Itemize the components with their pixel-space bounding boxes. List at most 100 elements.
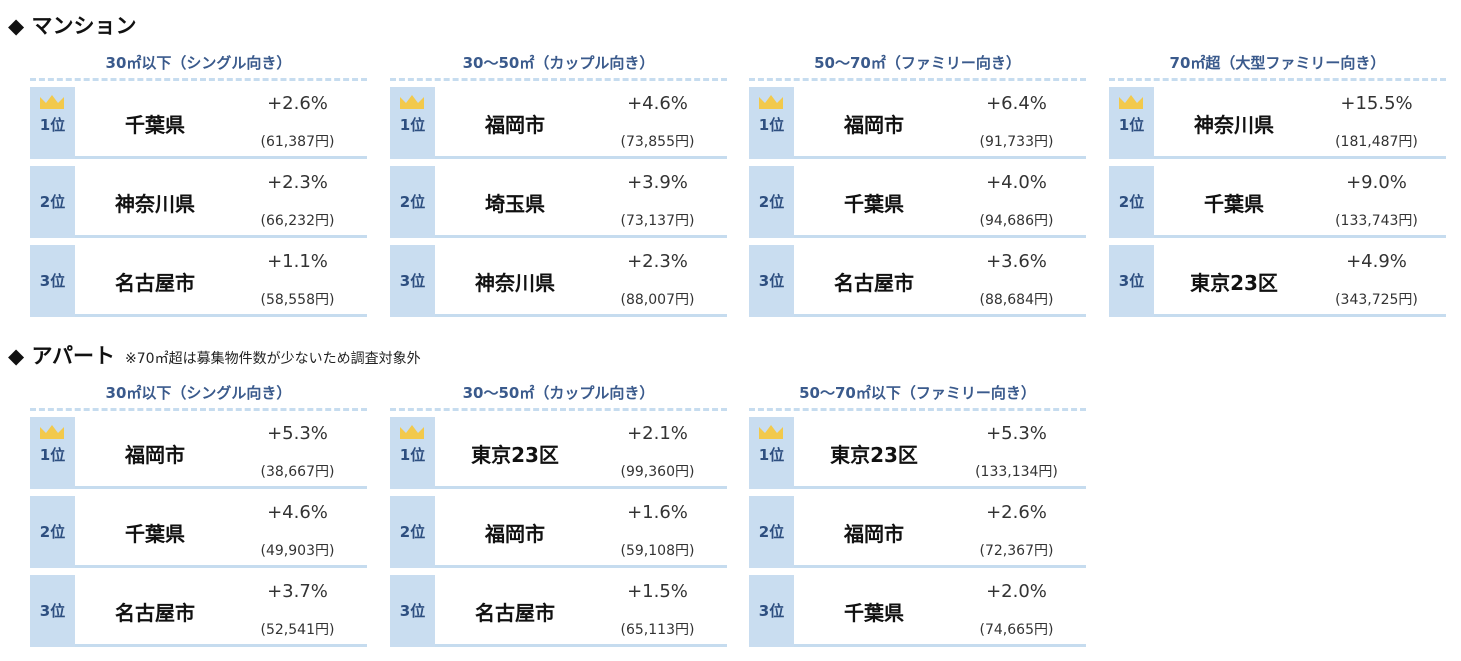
rank-cell: 1位 (30, 87, 75, 159)
city-name: 千葉県 (125, 113, 185, 137)
ranking-row: 2位 千葉県 +9.0% (133,743円) (1109, 166, 1446, 238)
rank-label: 2位 (758, 193, 785, 211)
row-underline (435, 486, 727, 489)
city-name: 神奈川県 (475, 271, 555, 295)
ranking-row: 1位 東京23区 +2.1% (99,360円) (390, 417, 727, 489)
rent-price: (73,855円) (620, 134, 695, 150)
rank-cell: 3位 (30, 575, 75, 647)
rank-label: 1位 (39, 116, 66, 134)
group-header: 30〜50㎡（カップル向き） (462, 54, 655, 72)
rent-price: (94,686円) (979, 213, 1054, 229)
rank-label: 2位 (758, 523, 785, 541)
crown-icon (39, 94, 65, 114)
rent-change-percent: +4.0% (986, 172, 1047, 193)
rank-label: 2位 (1118, 193, 1145, 211)
rank-label: 3位 (758, 602, 785, 620)
ranking-row: 3位 名古屋市 +3.7% (52,541円) (30, 575, 367, 647)
rent-price: (181,487円) (1335, 134, 1418, 150)
row-underline (794, 644, 1086, 647)
rent-change-percent: +3.6% (986, 251, 1047, 272)
ranking-row: 2位 神奈川県 +2.3% (66,232円) (30, 166, 367, 238)
header-divider (30, 408, 367, 411)
group-header: 30㎡以下（シングル向き） (105, 384, 292, 402)
city-name: 千葉県 (844, 192, 904, 216)
city-name: 福岡市 (844, 113, 904, 137)
rank-label: 3位 (39, 272, 66, 290)
ranking-row: 3位 千葉県 +2.0% (74,665円) (749, 575, 1086, 647)
rent-price: (88,684円) (979, 292, 1054, 308)
rent-change-percent: +4.6% (627, 93, 688, 114)
rent-price: (65,113円) (620, 622, 695, 638)
rank-label: 3位 (399, 272, 426, 290)
city-name: 神奈川県 (1194, 113, 1274, 137)
rank-cell: 2位 (1109, 166, 1154, 238)
rent-change-percent: +1.6% (627, 502, 688, 523)
city-name: 東京23区 (1190, 271, 1278, 295)
section-title-text: ◆ アパート (8, 344, 116, 368)
group-mansion-single: 30㎡以下（シングル向き） 1位 千葉県 +2.6% (61,387円) 2位 神奈川県 +2… (30, 50, 367, 324)
group-apartment-single: 30㎡以下（シングル向き） 1位 福岡市 +5.3% (38,667円) 2位 千葉県 +4.… (30, 380, 367, 654)
rent-price: (99,360円) (620, 464, 695, 480)
section-title-apartment: ◆ アパート ※70㎡超は募集物件数が少ないため調査対象外 (8, 340, 421, 370)
group-apartment-family: 50〜70㎡以下（ファミリー向き） 1位 東京23区 +5.3% (133,134円) 2… (749, 380, 1086, 654)
rank-label: 3位 (39, 602, 66, 620)
rent-change-percent: +5.3% (986, 423, 1047, 444)
crown-icon (40, 95, 64, 109)
crown-icon (399, 94, 425, 114)
ranking-row: 3位 神奈川県 +2.3% (88,007円) (390, 245, 727, 317)
rank-label: 3位 (399, 602, 426, 620)
row-underline (435, 235, 727, 238)
rank-label: 2位 (39, 523, 66, 541)
row-underline (1154, 156, 1446, 159)
section-title-text: ◆ マンション (8, 14, 137, 38)
row-underline (794, 486, 1086, 489)
rent-price: (66,232円) (260, 213, 335, 229)
crown-icon (400, 425, 424, 439)
header-divider (749, 408, 1086, 411)
rank-cell: 1位 (749, 417, 794, 489)
rank-label: 1位 (399, 116, 426, 134)
rent-change-percent: +2.1% (627, 423, 688, 444)
city-name: 千葉県 (1204, 192, 1264, 216)
rank-label: 1位 (399, 446, 426, 464)
rent-change-percent: +4.9% (1346, 251, 1407, 272)
crown-icon (1118, 94, 1144, 114)
rank-label: 3位 (758, 272, 785, 290)
rent-price: (59,108円) (620, 543, 695, 559)
rent-price: (61,387円) (260, 134, 335, 150)
rent-change-percent: +6.4% (986, 93, 1047, 114)
rank-cell: 2位 (749, 166, 794, 238)
ranking-row: 3位 名古屋市 +1.5% (65,113円) (390, 575, 727, 647)
city-name: 福岡市 (485, 522, 545, 546)
ranking-row: 3位 名古屋市 +3.6% (88,684円) (749, 245, 1086, 317)
city-name: 東京23区 (830, 443, 918, 467)
ranking-row: 1位 千葉県 +2.6% (61,387円) (30, 87, 367, 159)
ranking-row: 2位 千葉県 +4.6% (49,903円) (30, 496, 367, 568)
rent-change-percent: +3.7% (267, 581, 328, 602)
row-underline (794, 314, 1086, 317)
header-divider (30, 78, 367, 81)
rent-price: (133,134円) (975, 464, 1058, 480)
group-header: 50〜70㎡（ファミリー向き） (814, 54, 1021, 72)
rank-label: 3位 (1118, 272, 1145, 290)
rent-change-percent: +1.1% (267, 251, 328, 272)
row-underline (794, 235, 1086, 238)
rank-cell: 2位 (749, 496, 794, 568)
row-underline (435, 156, 727, 159)
rank-cell: 1位 (390, 87, 435, 159)
ranking-row: 1位 福岡市 +4.6% (73,855円) (390, 87, 727, 159)
rent-change-percent: +2.3% (627, 251, 688, 272)
row-underline (435, 314, 727, 317)
city-name: 埼玉県 (485, 192, 545, 216)
rank-cell: 1位 (30, 417, 75, 489)
crown-icon (400, 95, 424, 109)
row-underline (75, 644, 367, 647)
city-name: 名古屋市 (475, 601, 555, 625)
ranking-row: 1位 神奈川県 +15.5% (181,487円) (1109, 87, 1446, 159)
row-underline (435, 644, 727, 647)
rank-cell: 2位 (30, 166, 75, 238)
row-underline (75, 235, 367, 238)
rent-change-percent: +9.0% (1346, 172, 1407, 193)
ranking-row: 3位 東京23区 +4.9% (343,725円) (1109, 245, 1446, 317)
ranking-row: 2位 埼玉県 +3.9% (73,137円) (390, 166, 727, 238)
